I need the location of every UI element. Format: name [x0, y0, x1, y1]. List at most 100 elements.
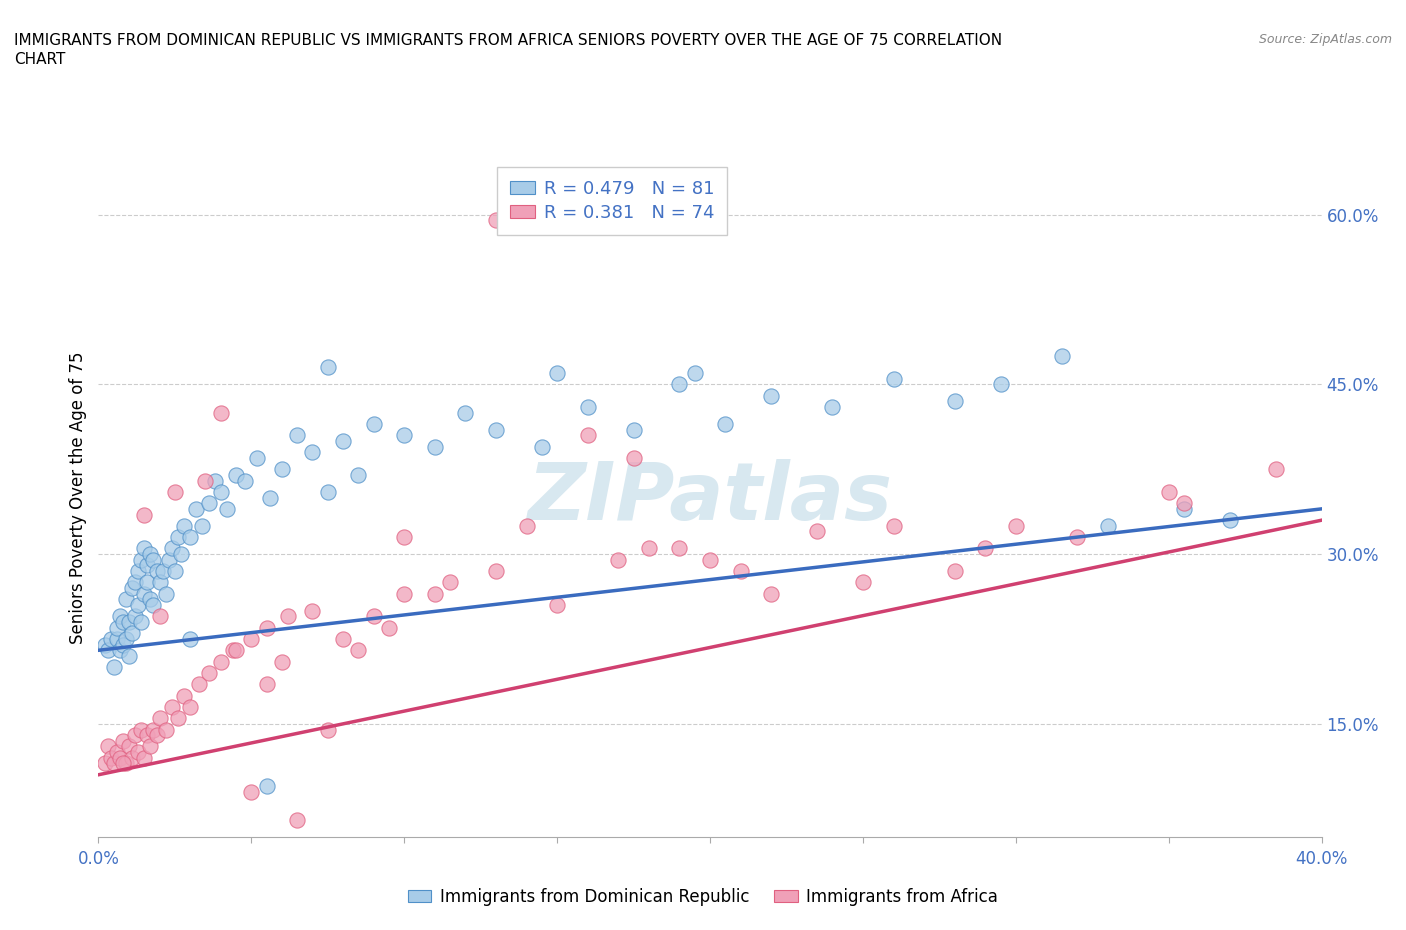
Point: [194, 473, 217, 488]
Point: [974, 541, 997, 556]
Point: [714, 417, 737, 432]
Point: [163, 485, 186, 499]
Text: IMMIGRANTS FROM DOMINICAN REPUBLIC VS IMMIGRANTS FROM AFRICA SENIORS POVERTY OVE: IMMIGRANTS FROM DOMINICAN REPUBLIC VS IM…: [14, 33, 1002, 67]
Point: [225, 468, 247, 483]
Point: [301, 445, 323, 459]
Text: ZIPatlas: ZIPatlas: [527, 458, 893, 537]
Point: [129, 552, 152, 567]
Point: [108, 643, 131, 658]
Point: [167, 711, 190, 725]
Point: [149, 575, 172, 590]
Point: [134, 751, 156, 765]
Point: [1066, 530, 1088, 545]
Point: [1219, 512, 1241, 527]
Point: [173, 688, 195, 703]
Point: [1173, 501, 1195, 516]
Point: [730, 564, 752, 578]
Point: [145, 564, 167, 578]
Point: [852, 575, 875, 590]
Point: [136, 727, 159, 742]
Y-axis label: Seniors Poverty Over the Age of 75: Seniors Poverty Over the Age of 75: [69, 352, 87, 644]
Point: [209, 405, 232, 420]
Point: [1173, 496, 1195, 511]
Point: [142, 598, 165, 613]
Point: [124, 575, 146, 590]
Point: [259, 490, 281, 505]
Point: [124, 727, 146, 742]
Point: [93, 637, 115, 652]
Point: [118, 739, 141, 754]
Point: [683, 365, 706, 380]
Point: [134, 586, 156, 601]
Point: [943, 564, 966, 578]
Point: [222, 643, 245, 658]
Point: [134, 507, 156, 522]
Point: [136, 575, 159, 590]
Point: [990, 377, 1012, 392]
Point: [530, 439, 553, 454]
Point: [821, 400, 844, 415]
Point: [97, 643, 120, 658]
Point: [127, 564, 149, 578]
Point: [883, 518, 905, 533]
Point: [179, 631, 201, 646]
Point: [145, 727, 167, 742]
Point: [160, 699, 183, 714]
Point: [1264, 462, 1286, 477]
Point: [152, 564, 174, 578]
Point: [285, 428, 308, 443]
Point: [637, 541, 661, 556]
Point: [197, 666, 219, 681]
Point: [240, 784, 263, 799]
Point: [546, 365, 568, 380]
Point: [149, 609, 172, 624]
Point: [270, 462, 292, 477]
Point: [118, 615, 141, 630]
Point: [943, 394, 966, 409]
Point: [392, 586, 416, 601]
Point: [155, 586, 177, 601]
Point: [485, 422, 508, 437]
Point: [256, 778, 278, 793]
Point: [485, 213, 508, 228]
Point: [277, 609, 299, 624]
Point: [124, 609, 146, 624]
Point: [378, 620, 401, 635]
Point: [285, 813, 308, 828]
Point: [118, 648, 141, 663]
Point: [170, 547, 193, 562]
Point: [209, 485, 232, 499]
Point: [316, 485, 339, 499]
Point: [127, 745, 149, 760]
Point: [111, 734, 134, 749]
Point: [607, 552, 630, 567]
Point: [806, 524, 828, 538]
Point: [485, 564, 508, 578]
Point: [139, 739, 162, 754]
Point: [103, 756, 125, 771]
Point: [246, 450, 269, 465]
Point: [256, 677, 278, 692]
Point: [1004, 518, 1026, 533]
Text: Source: ZipAtlas.com: Source: ZipAtlas.com: [1258, 33, 1392, 46]
Point: [668, 377, 690, 392]
Point: [233, 473, 256, 488]
Point: [225, 643, 247, 658]
Point: [142, 722, 165, 737]
Point: [332, 433, 354, 448]
Point: [316, 722, 339, 737]
Point: [191, 518, 214, 533]
Point: [134, 541, 156, 556]
Point: [111, 637, 134, 652]
Point: [392, 530, 416, 545]
Point: [363, 417, 385, 432]
Point: [188, 677, 211, 692]
Point: [186, 501, 208, 516]
Point: [668, 541, 690, 556]
Point: [197, 496, 219, 511]
Point: [454, 405, 477, 420]
Point: [699, 552, 721, 567]
Point: [127, 598, 149, 613]
Point: [173, 518, 195, 533]
Point: [623, 450, 645, 465]
